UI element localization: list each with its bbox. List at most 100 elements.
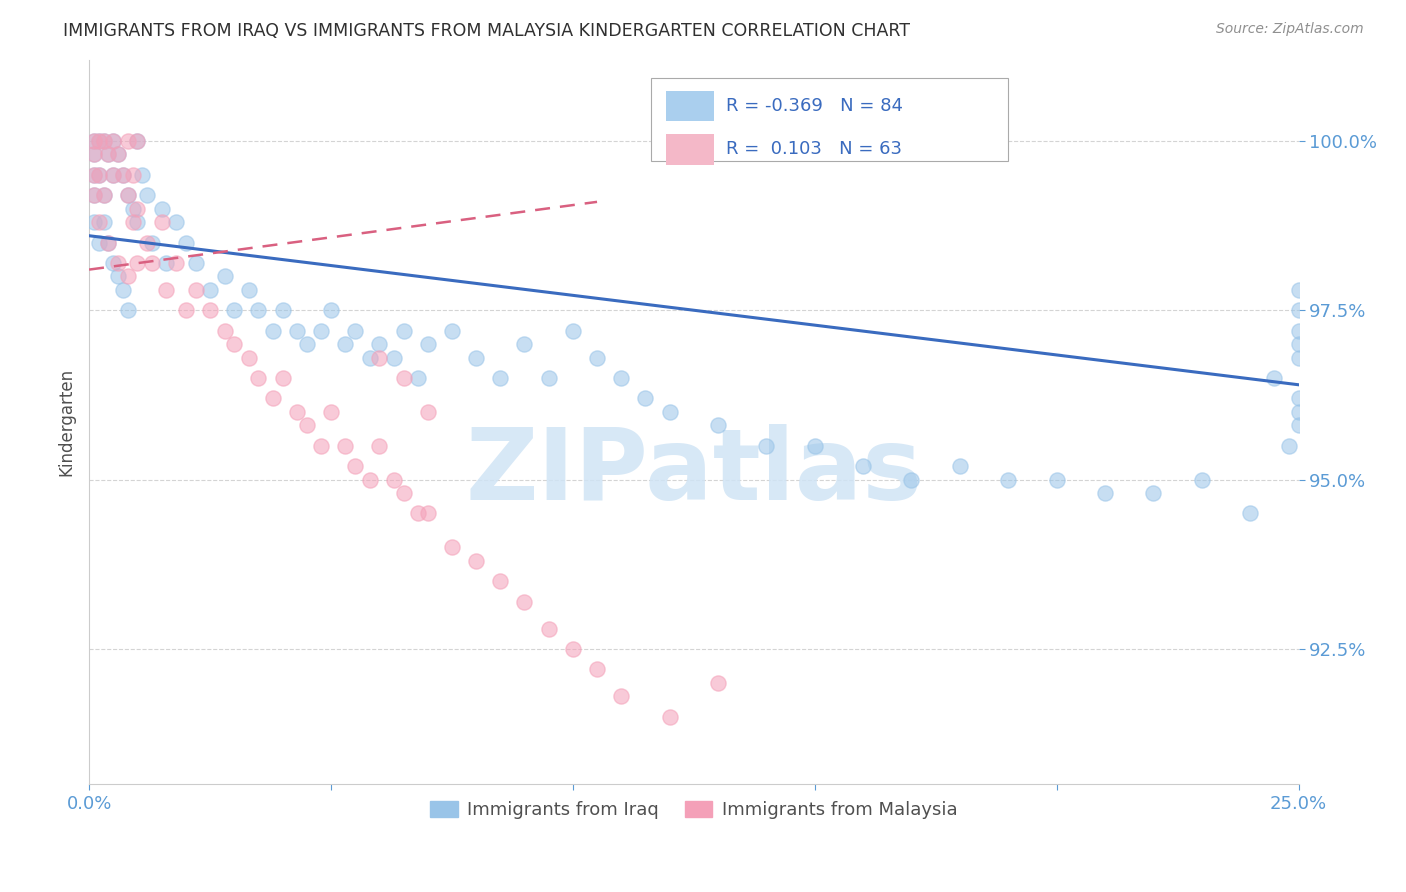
- Point: [1288, 351, 1310, 365]
- Point: [416, 337, 439, 351]
- Point: [127, 256, 149, 270]
- Point: [117, 303, 139, 318]
- Point: [198, 283, 221, 297]
- Point: [1288, 324, 1310, 338]
- Point: [93, 188, 115, 202]
- Text: R = -0.369   N = 84: R = -0.369 N = 84: [727, 97, 904, 115]
- Point: [285, 324, 308, 338]
- Point: [803, 439, 825, 453]
- Point: [103, 168, 125, 182]
- Point: [368, 439, 391, 453]
- Text: ZIPatlas: ZIPatlas: [465, 425, 922, 521]
- Point: [184, 256, 207, 270]
- Point: [311, 324, 333, 338]
- Point: [489, 574, 512, 589]
- Point: [1094, 486, 1116, 500]
- Point: [111, 168, 134, 182]
- Point: [83, 188, 105, 202]
- Point: [1142, 486, 1164, 500]
- Point: [117, 269, 139, 284]
- Point: [247, 371, 270, 385]
- Point: [131, 168, 153, 182]
- Point: [335, 337, 357, 351]
- Point: [136, 235, 159, 250]
- Point: [1288, 392, 1310, 406]
- Point: [852, 458, 875, 473]
- Point: [107, 147, 129, 161]
- Point: [165, 256, 187, 270]
- Point: [83, 215, 105, 229]
- FancyBboxPatch shape: [651, 78, 1008, 161]
- Point: [271, 303, 294, 318]
- Point: [1263, 371, 1285, 385]
- Point: [335, 439, 357, 453]
- Point: [83, 147, 105, 161]
- Point: [93, 134, 115, 148]
- Point: [489, 371, 512, 385]
- Point: [238, 283, 260, 297]
- Point: [141, 235, 163, 250]
- Point: [127, 134, 149, 148]
- Point: [121, 202, 143, 216]
- Point: [127, 134, 149, 148]
- Point: [416, 507, 439, 521]
- Point: [224, 303, 246, 318]
- Point: [561, 324, 583, 338]
- Point: [247, 303, 270, 318]
- Point: [107, 147, 129, 161]
- Point: [87, 168, 110, 182]
- Point: [295, 337, 318, 351]
- Point: [111, 283, 134, 297]
- Point: [83, 147, 105, 161]
- Point: [155, 256, 177, 270]
- Point: [97, 235, 120, 250]
- Point: [111, 168, 134, 182]
- Point: [392, 371, 415, 385]
- Point: [93, 215, 115, 229]
- Bar: [666, 135, 714, 165]
- Point: [295, 418, 318, 433]
- Point: [174, 303, 197, 318]
- Point: [406, 371, 429, 385]
- Point: [103, 134, 125, 148]
- Point: [392, 324, 415, 338]
- Point: [107, 269, 129, 284]
- Point: [224, 337, 246, 351]
- Point: [1046, 473, 1069, 487]
- Point: [658, 405, 681, 419]
- Point: [117, 134, 139, 148]
- Point: [127, 202, 149, 216]
- Point: [103, 134, 125, 148]
- Point: [103, 168, 125, 182]
- Point: [440, 324, 463, 338]
- Point: [634, 392, 657, 406]
- Point: [658, 709, 681, 723]
- Point: [87, 215, 110, 229]
- Y-axis label: Kindergarten: Kindergarten: [58, 368, 75, 476]
- Point: [586, 662, 609, 676]
- Point: [610, 690, 633, 704]
- Point: [368, 337, 391, 351]
- Point: [513, 337, 536, 351]
- Point: [87, 168, 110, 182]
- Point: [392, 486, 415, 500]
- Point: [406, 507, 429, 521]
- Point: [610, 371, 633, 385]
- Point: [359, 473, 381, 487]
- Point: [359, 351, 381, 365]
- Point: [83, 134, 105, 148]
- Point: [238, 351, 260, 365]
- Point: [311, 439, 333, 453]
- Point: [271, 371, 294, 385]
- Text: Source: ZipAtlas.com: Source: ZipAtlas.com: [1216, 22, 1364, 37]
- Point: [1288, 283, 1310, 297]
- Point: [1288, 337, 1310, 351]
- Point: [537, 622, 560, 636]
- Point: [262, 324, 284, 338]
- Point: [184, 283, 207, 297]
- Point: [127, 215, 149, 229]
- Point: [93, 188, 115, 202]
- Point: [97, 147, 120, 161]
- Point: [382, 473, 405, 487]
- Point: [121, 215, 143, 229]
